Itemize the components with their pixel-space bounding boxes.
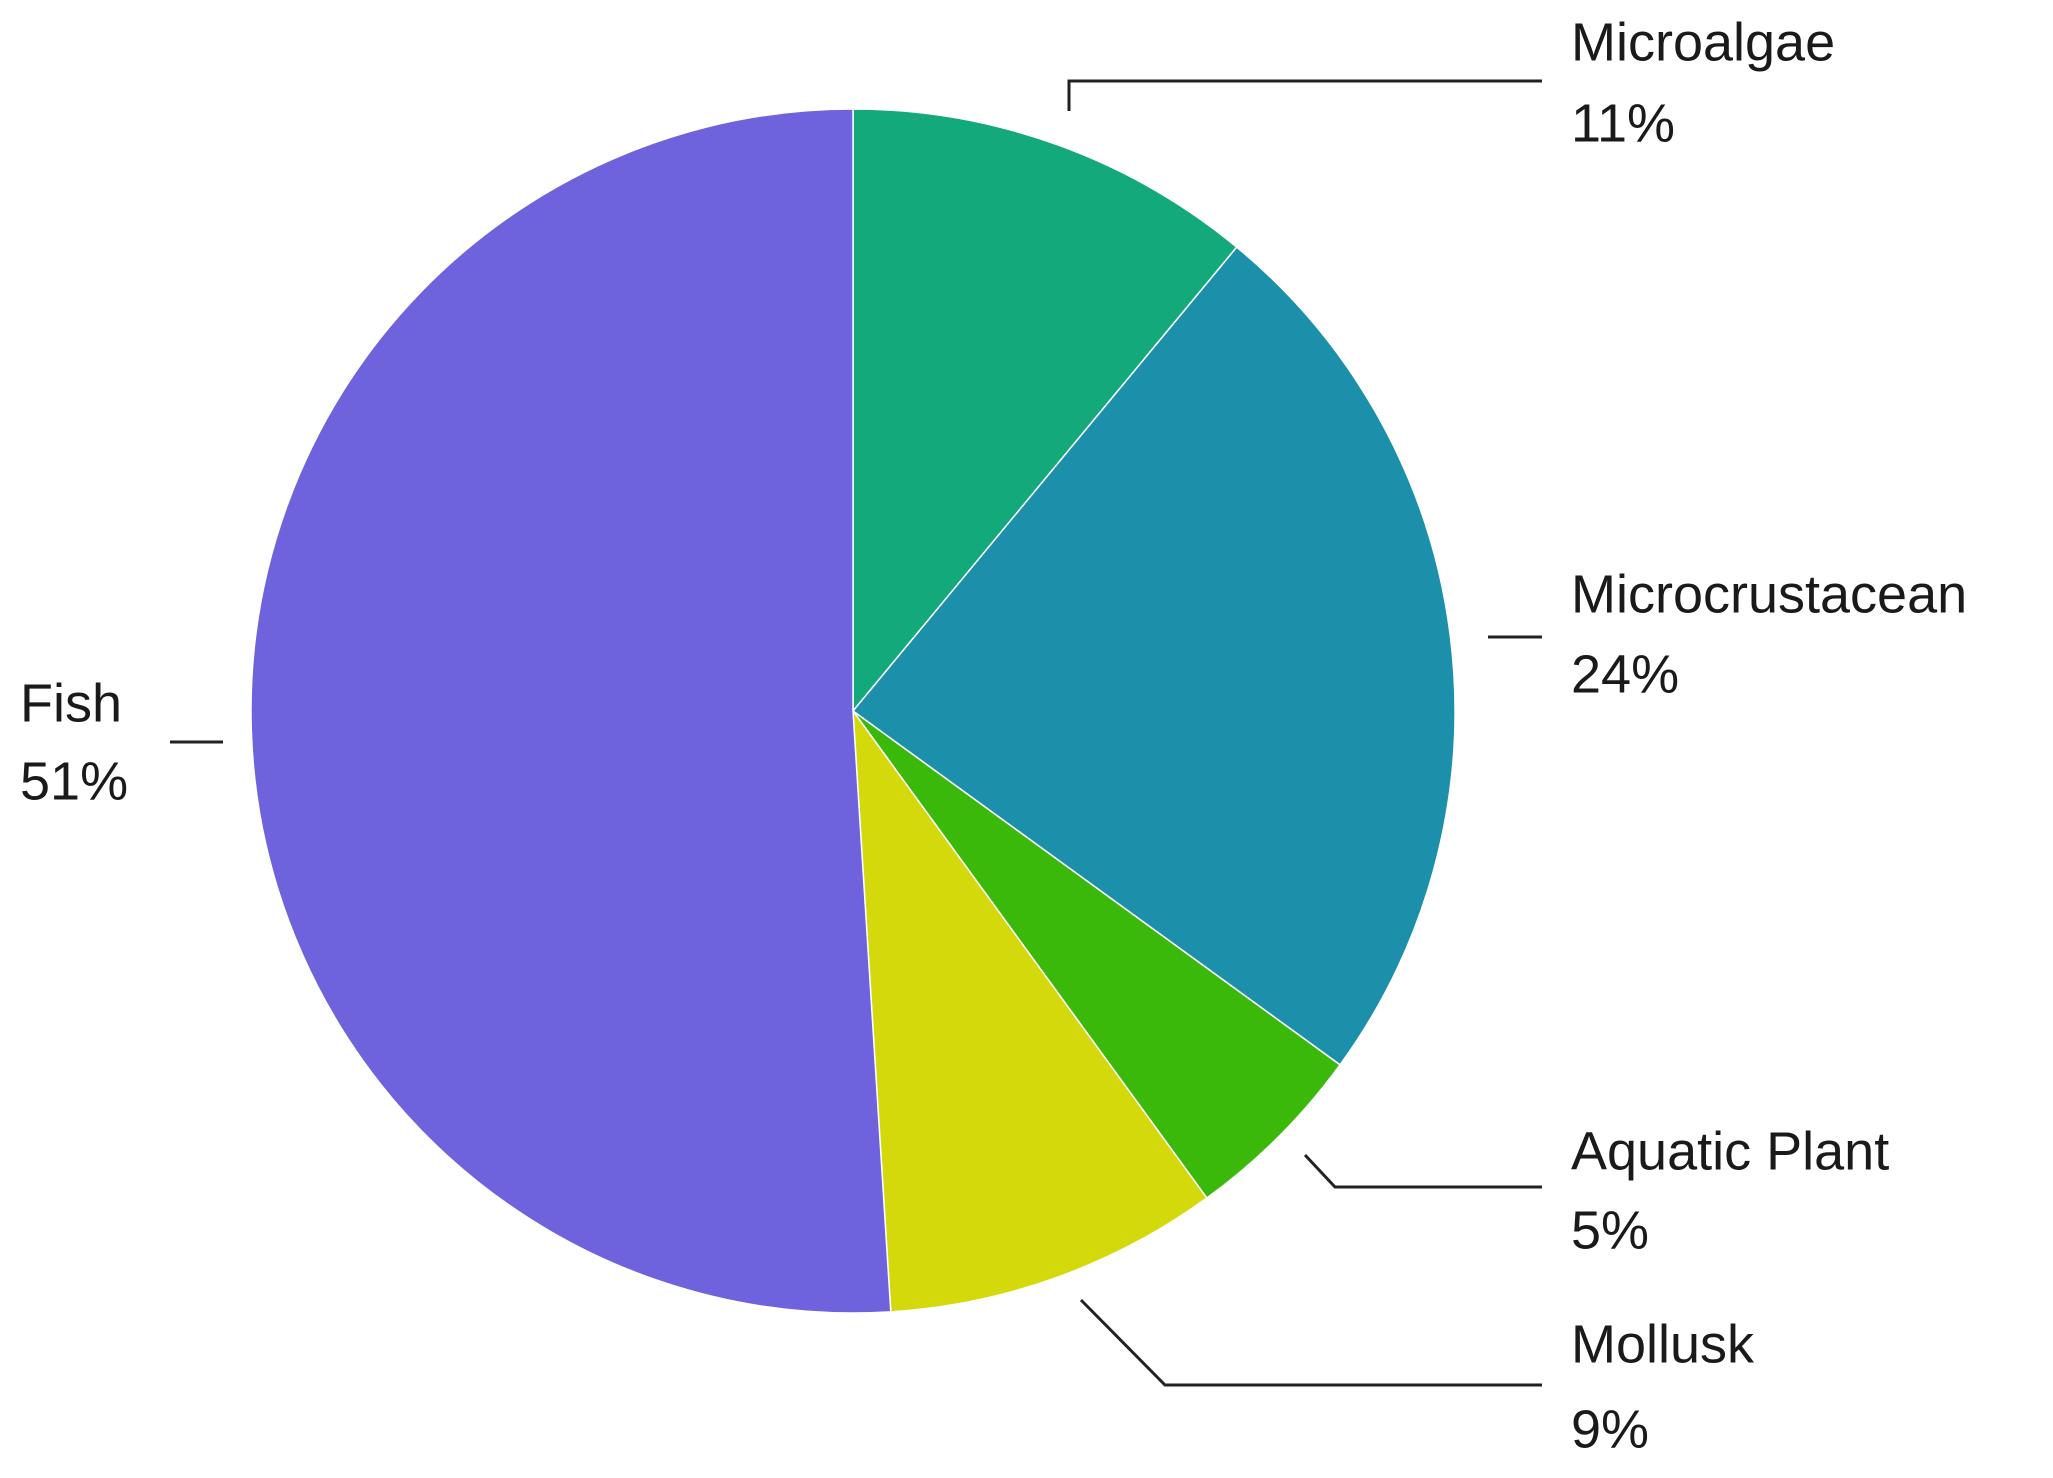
pie-slice	[852, 710, 1342, 1200]
pie-slice	[852, 108, 1238, 714]
leader-line	[1303, 1153, 1542, 1189]
pie-slice	[851, 246, 1456, 1066]
slice-label: Aquatic Plant	[1571, 1121, 1889, 1181]
slice-value-label: 11%	[1571, 93, 1675, 153]
slice-label: Mollusk	[1571, 1314, 1755, 1374]
pie-slice	[250, 108, 892, 1314]
slice-label: Microalgae	[1571, 12, 1835, 72]
slice-label: Fish	[20, 673, 122, 733]
pie-slice	[852, 708, 1208, 1313]
slice-value-label: 9%	[1571, 1399, 1649, 1459]
leader-line	[1079, 1298, 1542, 1387]
slice-value-label: 5%	[1571, 1200, 1649, 1260]
slice-value-label: 51%	[20, 751, 128, 811]
slice-value-label: 24%	[1571, 644, 1679, 704]
leader-line	[1067, 79, 1542, 111]
slice-label: Microcrustacean	[1571, 564, 1967, 624]
